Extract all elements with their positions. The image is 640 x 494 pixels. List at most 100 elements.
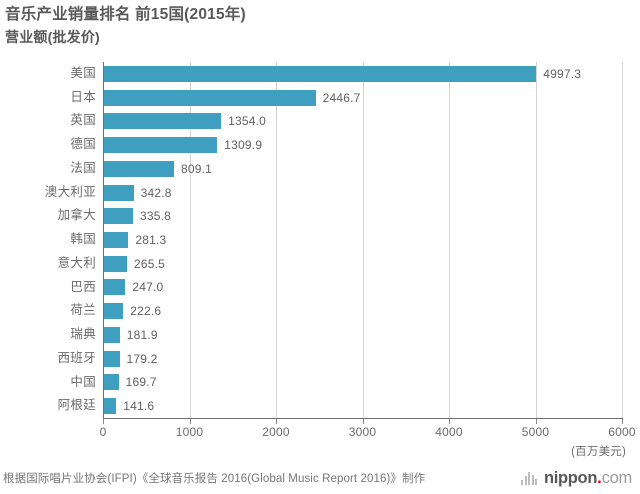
- soundwave-icon: [521, 471, 539, 485]
- bar-with-value: 222.6: [104, 299, 161, 323]
- chart-header: 音乐产业销量排名 前15国(2015年) 营业额(批发价): [5, 4, 635, 47]
- bar-with-value: 342.8: [104, 181, 172, 205]
- bar-value-label: 181.9: [126, 327, 158, 342]
- bar-row: 西班牙 179.2: [0, 347, 640, 371]
- bar-row: 瑞典 181.9: [0, 323, 640, 347]
- bar-value-label: 1354.0: [228, 114, 267, 129]
- bar-value-label: 169.7: [125, 375, 157, 390]
- category-label: 西班牙: [57, 350, 96, 365]
- category-label: 澳大利亚: [44, 184, 96, 199]
- bar-with-value: 247.0: [104, 276, 163, 300]
- x-tick-label: 2000: [262, 425, 290, 439]
- bar[interactable]: [104, 208, 134, 225]
- x-axis-line: [103, 418, 623, 419]
- category-label: 美国: [70, 66, 96, 80]
- bar-with-value: 179.2: [104, 347, 158, 371]
- bar-rows: 美国 4997.3 日本 2446.7 英国 1354.0 德国 1309.9 法国 809.1 澳…: [0, 62, 640, 418]
- gridline: [535, 62, 537, 418]
- gridline: [276, 62, 277, 418]
- gridlines: [103, 62, 623, 418]
- bar-row: 德国 1309.9: [0, 133, 640, 157]
- bar-value-label: 141.6: [123, 399, 155, 414]
- bar-chart: 美国 4997.3 日本 2446.7 英国 1354.0 德国 1309.9 法国 809.1 澳…: [0, 62, 640, 419]
- x-tick-mark: [449, 419, 450, 424]
- bar[interactable]: [104, 303, 124, 320]
- bar-row: 巴西 247.0: [0, 276, 640, 300]
- category-label: 阿根廷: [57, 398, 96, 413]
- bar-value-label: 1309.9: [224, 138, 263, 153]
- category-label: 德国: [70, 137, 96, 152]
- x-tick-mark: [103, 419, 104, 424]
- gridline: [449, 62, 450, 418]
- bar-row: 加拿大 335.8: [0, 204, 640, 228]
- x-tick-mark: [189, 419, 191, 424]
- bar-with-value: 169.7: [104, 371, 157, 395]
- bar-value-label: 809.1: [180, 161, 213, 176]
- bar-with-value: 181.9: [104, 323, 158, 347]
- x-tick-label: 0: [99, 425, 107, 439]
- bar-value-label: 342.8: [140, 185, 172, 200]
- bar-with-value: 2446.7: [104, 86, 361, 110]
- bar[interactable]: [104, 65, 537, 82]
- gridline: [622, 62, 623, 418]
- x-axis-unit-label: (百万美元): [571, 446, 626, 458]
- logo-dot: .: [597, 468, 602, 487]
- bar[interactable]: [104, 231, 129, 248]
- chart-subtitle: 营业额(批发价): [5, 29, 100, 45]
- bar[interactable]: [104, 184, 134, 201]
- bar-with-value: 1354.0: [104, 109, 266, 133]
- bar-value-label: 281.3: [135, 232, 167, 247]
- category-label: 韩国: [70, 232, 96, 247]
- bar[interactable]: [104, 374, 119, 391]
- x-tick-label: 1000: [175, 425, 204, 439]
- category-label: 加拿大: [57, 208, 96, 223]
- bar-value-label: 222.6: [130, 304, 162, 319]
- x-tick-mark: [622, 419, 623, 424]
- category-label: 意大利: [57, 255, 96, 270]
- bar-with-value: 4997.3: [104, 62, 581, 86]
- category-label: 日本: [70, 89, 96, 104]
- category-label: 法国: [70, 160, 96, 175]
- bar[interactable]: [104, 398, 117, 415]
- logo-name: nippon: [543, 468, 598, 487]
- bar-with-value: 1309.9: [104, 133, 262, 157]
- bar-row: 法国 809.1: [0, 157, 640, 181]
- category-label: 瑞典: [70, 327, 96, 342]
- x-tick-mark: [362, 419, 364, 424]
- bar-row: 荷兰 222.6: [0, 299, 640, 323]
- bar[interactable]: [104, 255, 127, 272]
- bar-row: 中国 169.7: [0, 371, 640, 395]
- bar-value-label: 2446.7: [322, 90, 361, 105]
- bar-value-label: 179.2: [126, 351, 158, 366]
- bar-row: 日本 2446.7: [0, 86, 640, 110]
- x-axis-ticks: 0 1000 2000 3000 4000 5000 6000: [0, 419, 640, 439]
- gridline: [362, 62, 364, 418]
- gridline: [189, 62, 191, 418]
- nippon-com-logo[interactable]: nippon . com: [521, 468, 632, 488]
- page-title: 音乐产业销量排名 前15国(2015年): [5, 6, 246, 23]
- category-label: 中国: [70, 374, 96, 389]
- bar[interactable]: [104, 113, 222, 130]
- bar[interactable]: [104, 137, 218, 154]
- bar-row: 韩国 281.3: [0, 228, 640, 252]
- category-label: 英国: [70, 113, 96, 128]
- logo-tld: com: [601, 468, 633, 487]
- x-tick-label: 6000: [608, 425, 636, 439]
- bar-value-label: 335.8: [140, 209, 172, 224]
- bar[interactable]: [104, 279, 126, 296]
- bar[interactable]: [104, 350, 120, 367]
- bar-with-value: 141.6: [104, 394, 154, 418]
- bar-row: 意大利 265.5: [0, 252, 640, 276]
- x-tick-label: 4000: [435, 425, 463, 439]
- bar[interactable]: [104, 326, 120, 343]
- y-axis-line: [103, 62, 104, 418]
- bar-row: 澳大利亚 342.8: [0, 181, 640, 205]
- bar[interactable]: [104, 89, 316, 106]
- x-tick-mark: [276, 419, 277, 424]
- bar[interactable]: [104, 160, 174, 177]
- bar-value-label: 265.5: [133, 256, 165, 271]
- source-note: 根据国际唱片业协会(IFPI)《全球音乐报告 2016(Global Music…: [3, 473, 426, 485]
- bar-with-value: 335.8: [104, 204, 171, 228]
- x-tick-mark: [535, 419, 537, 424]
- category-label: 巴西: [70, 279, 96, 294]
